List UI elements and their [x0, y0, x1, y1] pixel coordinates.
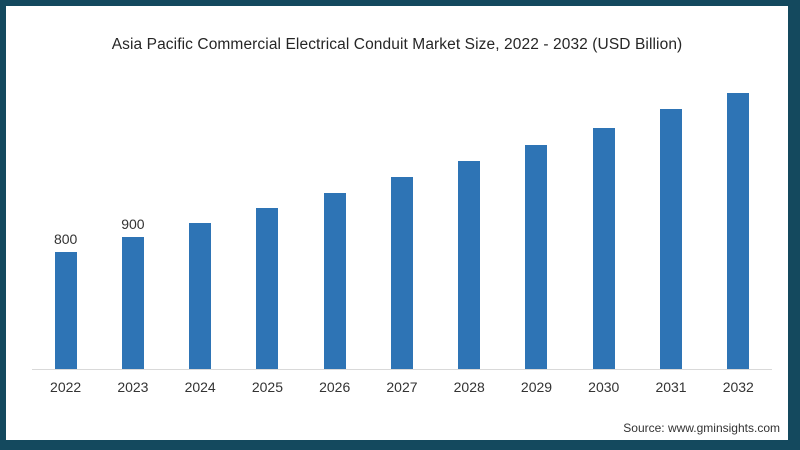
x-axis-labels-row: 2022 2023 2024 2025 2026 2027 2028 2029 2030 2031…: [32, 379, 772, 395]
bar-2029: [525, 145, 548, 369]
bar-value-label: 900: [121, 216, 145, 232]
source-credit: Source: www.gminsights.com: [623, 421, 780, 435]
bar-slot: [234, 208, 301, 369]
bar-2024: [189, 223, 212, 369]
bar-slot: [167, 223, 234, 369]
bar-slot: [301, 193, 368, 369]
bar-slot: [436, 161, 503, 369]
bar-slot: [368, 177, 435, 369]
x-axis-label: 2031: [655, 379, 687, 395]
x-axis-label: 2022: [50, 379, 82, 395]
x-axis-label: 2025: [251, 379, 283, 395]
x-axis-label: 2026: [319, 379, 351, 395]
bar-slot: 900: [99, 216, 166, 369]
bar-chart: 800 900 2022 2023 2024 2025 2026 2027 2028 2029 2…: [32, 69, 772, 395]
bar-slot: [503, 145, 570, 369]
bar-2026: [323, 193, 346, 369]
x-axis-label: 2024: [184, 379, 216, 395]
x-axis-label: 2028: [453, 379, 485, 395]
chart-title: Asia Pacific Commercial Electrical Condu…: [111, 36, 683, 53]
bar-2030: [592, 128, 615, 369]
x-axis-label: 2027: [386, 379, 418, 395]
bar-slot: [637, 109, 704, 369]
bar-2022: [54, 252, 77, 369]
bar-value-label: 800: [53, 231, 78, 247]
bar-2027: [390, 177, 413, 369]
x-axis-line: [32, 369, 772, 370]
bar-2032: [727, 93, 750, 369]
x-axis-label: 2030: [588, 379, 620, 395]
x-axis-label: 2023: [117, 379, 149, 395]
bar-2025: [256, 208, 279, 369]
x-axis-label: 2032: [722, 379, 754, 395]
bar-slot: [705, 93, 772, 369]
bar-2031: [660, 109, 683, 369]
bar-2028: [458, 161, 481, 369]
bars-row: 800 900: [32, 69, 772, 369]
x-axis-label: 2029: [520, 379, 553, 395]
bar-slot: [570, 128, 637, 369]
bar-2023: [121, 237, 144, 369]
bar-slot: 800: [32, 231, 99, 369]
